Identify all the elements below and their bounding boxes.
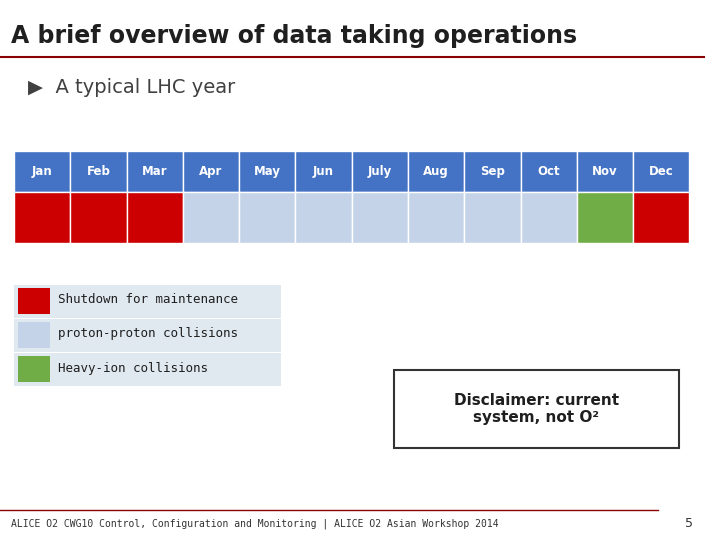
Text: Nov: Nov [593, 165, 618, 178]
FancyBboxPatch shape [14, 319, 282, 352]
Text: Shutdown for maintenance: Shutdown for maintenance [58, 293, 238, 307]
FancyBboxPatch shape [464, 192, 521, 243]
Text: Dec: Dec [649, 165, 674, 178]
Text: Sep: Sep [480, 165, 505, 178]
Text: ▶  A typical LHC year: ▶ A typical LHC year [28, 78, 235, 97]
FancyBboxPatch shape [14, 353, 282, 386]
FancyBboxPatch shape [394, 370, 679, 448]
Text: Oct: Oct [537, 165, 560, 178]
FancyBboxPatch shape [14, 151, 71, 192]
FancyBboxPatch shape [18, 288, 50, 314]
FancyBboxPatch shape [18, 322, 50, 348]
FancyBboxPatch shape [521, 151, 577, 192]
Text: ALICE O2 CWG10 Control, Configuration and Monitoring | ALICE O2 Asian Workshop 2: ALICE O2 CWG10 Control, Configuration an… [11, 518, 498, 529]
FancyBboxPatch shape [239, 192, 295, 243]
FancyBboxPatch shape [14, 192, 71, 243]
Text: Jun: Jun [313, 165, 334, 178]
FancyBboxPatch shape [183, 151, 239, 192]
FancyBboxPatch shape [127, 151, 183, 192]
FancyBboxPatch shape [633, 151, 690, 192]
FancyBboxPatch shape [295, 192, 352, 243]
FancyBboxPatch shape [352, 151, 408, 192]
FancyBboxPatch shape [239, 151, 295, 192]
Text: May: May [254, 165, 281, 178]
FancyBboxPatch shape [577, 151, 633, 192]
Text: July: July [368, 165, 392, 178]
Text: Feb: Feb [86, 165, 110, 178]
FancyBboxPatch shape [352, 192, 408, 243]
FancyBboxPatch shape [295, 151, 352, 192]
Text: proton-proton collisions: proton-proton collisions [58, 327, 238, 341]
Text: 5: 5 [685, 517, 693, 530]
FancyBboxPatch shape [408, 151, 464, 192]
Text: Jan: Jan [32, 165, 53, 178]
FancyBboxPatch shape [71, 151, 127, 192]
Text: Apr: Apr [199, 165, 222, 178]
FancyBboxPatch shape [18, 356, 50, 382]
Text: Disclaimer: current
system, not O²: Disclaimer: current system, not O² [454, 393, 619, 426]
FancyBboxPatch shape [14, 285, 282, 318]
FancyBboxPatch shape [464, 151, 521, 192]
Text: A brief overview of data taking operations: A brief overview of data taking operatio… [11, 24, 577, 48]
Text: Aug: Aug [423, 165, 449, 178]
FancyBboxPatch shape [521, 192, 577, 243]
FancyBboxPatch shape [71, 192, 127, 243]
FancyBboxPatch shape [633, 192, 690, 243]
FancyBboxPatch shape [577, 192, 633, 243]
FancyBboxPatch shape [183, 192, 239, 243]
Text: Heavy-ion collisions: Heavy-ion collisions [58, 361, 208, 375]
Text: Mar: Mar [142, 165, 168, 178]
FancyBboxPatch shape [408, 192, 464, 243]
FancyBboxPatch shape [127, 192, 183, 243]
